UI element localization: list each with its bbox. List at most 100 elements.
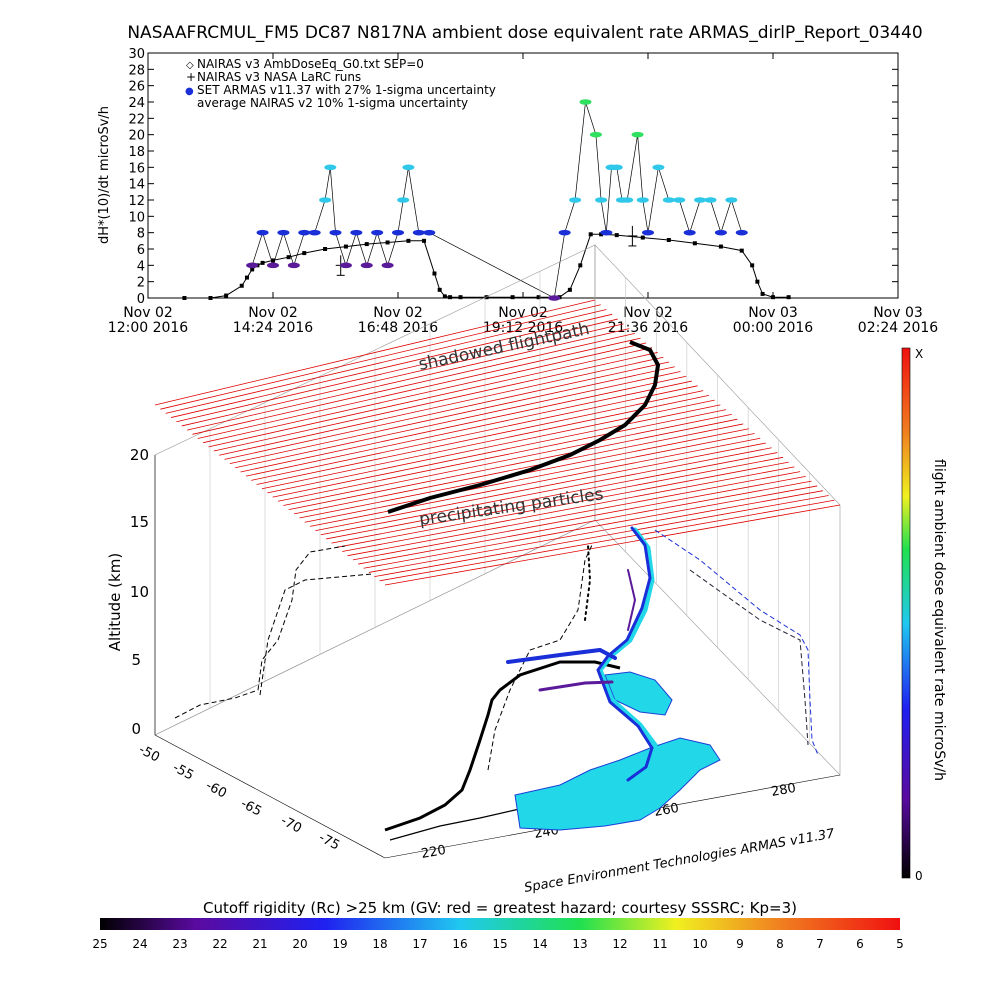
plane-line	[256, 390, 704, 485]
lat-tick-label: -65	[238, 796, 264, 819]
nairas-point	[718, 244, 723, 249]
trajectory-loop	[506, 647, 617, 664]
y-tick-label: 26	[128, 80, 145, 95]
plane-line	[310, 437, 761, 527]
timeseries-series	[182, 99, 791, 301]
legend-entry-nairas-v2: average NAIRAS v2 10% 1-sigma uncertaint…	[197, 96, 468, 110]
trajectory-segment-purple	[627, 569, 637, 631]
nairas-point	[640, 235, 645, 240]
armas-point	[642, 229, 654, 236]
x-tick-label: Nov 03	[748, 305, 798, 321]
armas-point	[631, 131, 644, 138]
rigidity-colorbar-label: 12	[612, 937, 627, 951]
z-tick-label: 20	[130, 446, 149, 464]
rigidity-colorbar-label: 14	[532, 937, 547, 951]
plane-line	[347, 471, 801, 557]
dose-colorbar-bottom-label: 0	[915, 869, 923, 883]
timeseries-panel: dH*(10)/dt microSv/h 0246810121416182022…	[97, 47, 938, 336]
trajectory-spike	[584, 544, 592, 621]
nairas-point	[692, 241, 697, 246]
rigidity-colorbar-label: 24	[132, 937, 147, 951]
plane-line	[165, 309, 607, 414]
plane-line	[213, 352, 658, 452]
ground-track-path	[384, 660, 621, 832]
timeseries-y-label: dH*(10)/dt microSv/h	[97, 106, 112, 244]
rigidity-colorbar-labels: 25 24 23 22 21 20 19 18 17 16 15 14 13 12 11 10 9 8 7 6 5	[92, 937, 903, 951]
chart-title: NASAAFRCMUL_FM5 DC87 N817NA ambient dose…	[127, 23, 922, 43]
plane-line	[240, 375, 687, 473]
rigidity-colorbar-gradient	[100, 918, 900, 930]
lat-tick-label: -60	[203, 778, 229, 801]
plane-line	[251, 385, 698, 481]
trajectory-loop-2	[538, 680, 614, 692]
plane-line	[283, 414, 732, 506]
z-axis-label: Altitude (km)	[106, 553, 124, 651]
legend-symbol-armas: ●	[185, 86, 194, 97]
y-tick-label: 28	[128, 63, 145, 78]
lat-tick-label: -70	[278, 813, 304, 836]
nairas-point	[323, 247, 328, 251]
plane-line	[229, 366, 675, 464]
armas-point	[360, 262, 373, 269]
rigidity-colorbar-label: 13	[572, 937, 587, 951]
nairas-point	[406, 238, 411, 243]
nairas-point	[484, 295, 489, 300]
rigidity-colorbar-label: 21	[252, 937, 267, 951]
armas-point	[371, 229, 384, 236]
legend-entry-nairas-v3: NAIRAS v3 AmbDoseEq_G0.txt SEP=0	[197, 57, 424, 71]
shadowed-flightpath	[387, 340, 661, 514]
rigidity-colorbar-label: 19	[332, 937, 347, 951]
armas-point	[339, 262, 352, 269]
y-tick-label: 16	[128, 161, 145, 176]
nairas-point	[760, 291, 765, 296]
back-wall-grid	[154, 244, 841, 859]
armas-point	[350, 229, 363, 236]
projected-paths	[174, 529, 819, 771]
legend-symbol-larc: +	[186, 70, 196, 84]
plane-line	[331, 456, 784, 544]
armas-point	[548, 295, 561, 301]
annotation-precipitating-particles: precipitating particles	[418, 484, 605, 530]
armas-point	[735, 229, 748, 236]
armas-point	[558, 229, 571, 236]
plane-line	[326, 452, 778, 540]
x-tick-label: Nov 02	[248, 305, 298, 321]
plane-line	[368, 490, 823, 573]
plane-line	[154, 299, 596, 406]
plane-line	[293, 423, 744, 515]
latitude-ticks: -50 -55 -60 -65 -70 -75	[136, 742, 342, 853]
plane-line	[187, 328, 630, 431]
armas-point	[287, 262, 300, 269]
perspective-panel: 0 5 10 15 20 Altitude (km) -50 -55 -60 -…	[106, 244, 841, 896]
armas-point	[423, 229, 436, 236]
plane-line	[379, 499, 835, 582]
nairas-point	[260, 260, 265, 265]
armas-point	[397, 197, 410, 203]
y-tick-label: 20	[128, 129, 145, 144]
y-tick-label: 30	[128, 47, 145, 62]
plane-line	[374, 495, 829, 578]
nairas-point	[755, 279, 760, 284]
armas-point	[319, 197, 332, 203]
nairas-point	[536, 295, 541, 300]
nairas-point	[224, 293, 229, 298]
nairas-point	[208, 296, 213, 300]
dose-colorbar-gradient	[901, 347, 911, 879]
nairas-point	[364, 242, 369, 247]
plane-line	[336, 461, 789, 548]
lon-tick-label: 280	[770, 781, 797, 800]
plane-line	[160, 304, 601, 410]
armas-point	[298, 229, 311, 236]
nairas-point	[750, 263, 755, 268]
rigidity-colorbar-label: 8	[776, 937, 784, 951]
rigidity-colorbar: Cutoff rigidity (Rc) >25 km (GV: red = g…	[92, 899, 903, 951]
plane-line	[219, 356, 664, 456]
plane-line	[197, 337, 641, 439]
rigidity-colorbar-label: 16	[452, 937, 467, 951]
nairas-point	[250, 267, 255, 272]
plane-line	[352, 476, 806, 561]
plane-line	[181, 323, 624, 427]
x-tick-label: Nov 03	[873, 305, 923, 321]
y-tick-label: 4	[137, 259, 145, 274]
